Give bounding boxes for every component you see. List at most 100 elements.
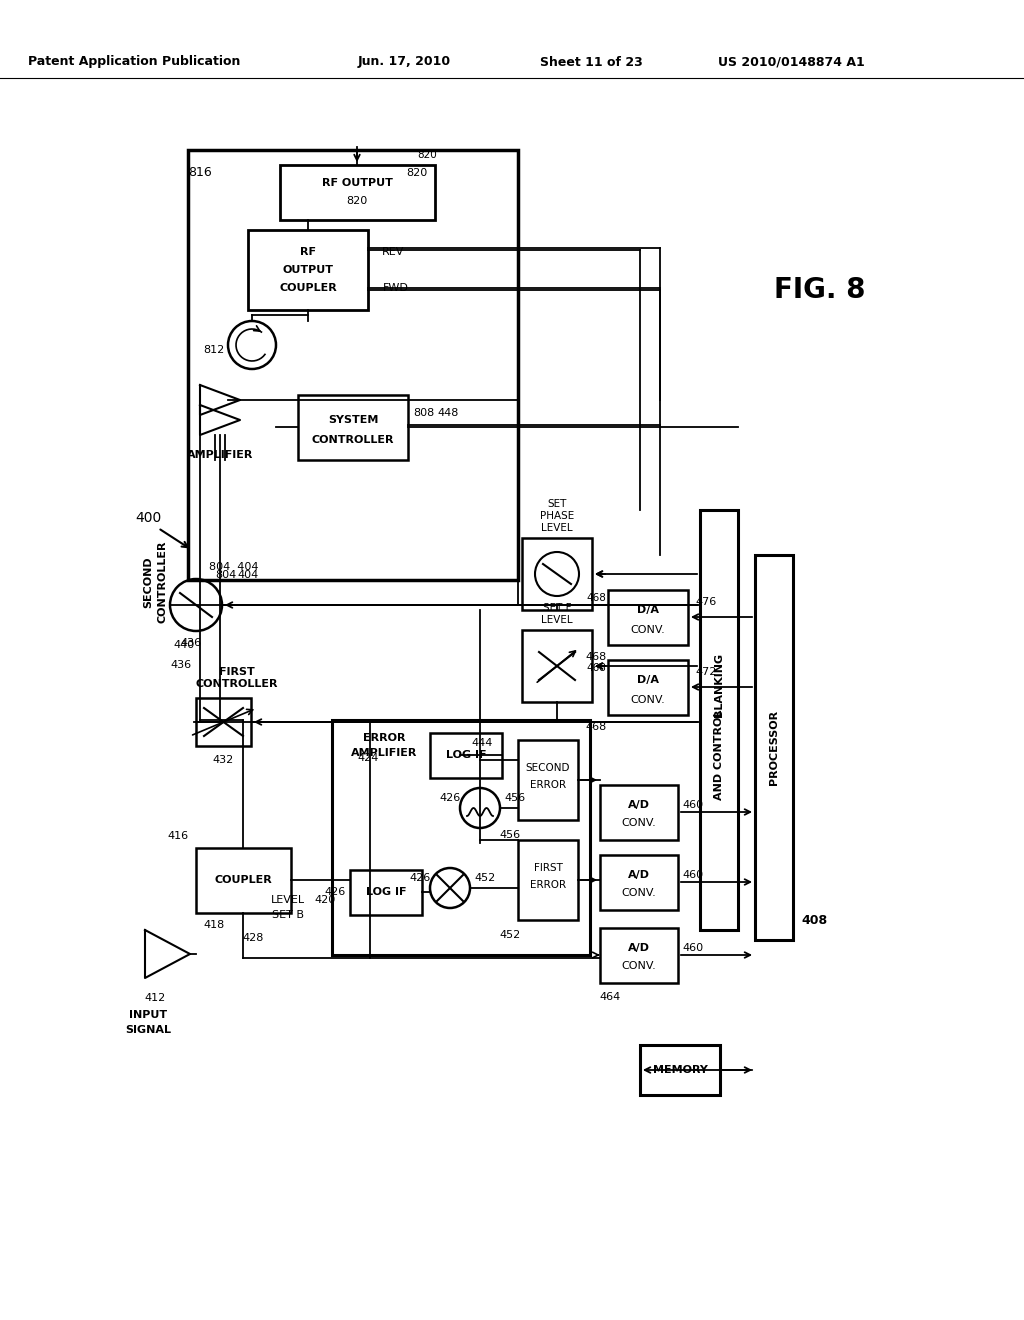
Text: 416: 416 <box>168 832 188 841</box>
Text: LEVEL: LEVEL <box>542 523 572 533</box>
Text: INPUT: INPUT <box>129 1010 167 1020</box>
Text: COUPLER: COUPLER <box>214 875 272 884</box>
Text: D/A: D/A <box>637 605 659 615</box>
Text: 428: 428 <box>243 933 264 942</box>
Bar <box>700 510 738 931</box>
Text: AMPLIFIER: AMPLIFIER <box>186 450 253 459</box>
Text: REV: REV <box>382 247 404 257</box>
Text: 408: 408 <box>802 913 828 927</box>
Text: CONV.: CONV. <box>622 961 656 972</box>
Text: LOG IF: LOG IF <box>366 887 407 898</box>
Text: 448: 448 <box>437 408 459 418</box>
Text: CONTROLLER: CONTROLLER <box>196 678 279 689</box>
Text: SET: SET <box>547 499 566 510</box>
Text: LEVEL: LEVEL <box>542 615 572 624</box>
Text: CONV.: CONV. <box>622 888 656 898</box>
Text: BLANKING: BLANKING <box>714 653 724 717</box>
Text: AND CONTROL: AND CONTROL <box>714 710 724 800</box>
Text: 424: 424 <box>357 752 379 763</box>
Text: A/D: A/D <box>628 800 650 810</box>
Text: 432: 432 <box>212 755 233 766</box>
Text: 812: 812 <box>204 345 224 355</box>
Text: D/A: D/A <box>637 675 659 685</box>
Text: ERROR: ERROR <box>362 733 406 743</box>
Bar <box>188 150 518 579</box>
Text: 468: 468 <box>586 663 606 673</box>
Bar <box>522 630 592 702</box>
Bar <box>248 230 368 310</box>
Text: LEVEL: LEVEL <box>271 895 305 906</box>
Bar <box>298 395 408 459</box>
Text: 426: 426 <box>410 873 431 883</box>
Text: Patent Application Publication: Patent Application Publication <box>28 55 241 69</box>
Text: CONV.: CONV. <box>631 624 666 635</box>
Polygon shape <box>200 405 240 436</box>
Text: PROCESSOR: PROCESSOR <box>769 709 779 784</box>
Text: CONTROLLER: CONTROLLER <box>157 541 167 623</box>
Text: 808: 808 <box>414 408 434 418</box>
Text: 820: 820 <box>417 150 437 160</box>
Text: 444: 444 <box>471 738 493 748</box>
Text: FIRST: FIRST <box>534 863 562 873</box>
Text: 460: 460 <box>682 800 703 810</box>
Text: MEMORY: MEMORY <box>652 1065 708 1074</box>
Text: 426: 426 <box>439 793 461 803</box>
Text: COUPLER: COUPLER <box>280 282 337 293</box>
Polygon shape <box>200 385 240 414</box>
Text: 420: 420 <box>314 895 336 906</box>
Text: 456: 456 <box>500 830 520 840</box>
Text: SECOND: SECOND <box>143 556 153 607</box>
Text: AMPLIFIER: AMPLIFIER <box>351 748 417 758</box>
Bar <box>196 698 251 746</box>
Text: 426: 426 <box>325 887 346 898</box>
Text: FIRST: FIRST <box>219 667 255 677</box>
Bar <box>600 928 678 983</box>
Text: Jun. 17, 2010: Jun. 17, 2010 <box>358 55 452 69</box>
Text: US 2010/0148874 A1: US 2010/0148874 A1 <box>718 55 864 69</box>
Text: 820: 820 <box>346 195 368 206</box>
Text: SET B: SET B <box>272 909 304 920</box>
Text: 436: 436 <box>170 660 191 671</box>
Bar <box>430 733 502 777</box>
Text: 418: 418 <box>204 920 224 931</box>
Text: 404: 404 <box>238 570 259 579</box>
Text: CONV.: CONV. <box>622 818 656 828</box>
Text: 820: 820 <box>407 168 428 178</box>
Bar <box>332 719 590 954</box>
Text: OUTPUT: OUTPUT <box>283 265 334 275</box>
Text: ERROR: ERROR <box>530 780 566 789</box>
Bar <box>600 785 678 840</box>
Text: CONV.: CONV. <box>631 696 666 705</box>
Bar <box>608 660 688 715</box>
Text: 436: 436 <box>180 638 202 648</box>
Text: SIGNAL: SIGNAL <box>125 1026 171 1035</box>
Text: A/D: A/D <box>628 942 650 953</box>
Text: 804: 804 <box>215 570 237 579</box>
Text: CONTROLLER: CONTROLLER <box>311 436 394 445</box>
Text: RF: RF <box>300 247 316 257</box>
Text: 468: 468 <box>586 593 606 603</box>
Text: 452: 452 <box>474 873 496 883</box>
Text: 468: 468 <box>586 722 606 733</box>
Text: LOG IF: LOG IF <box>445 750 486 760</box>
Text: Sheet 11 of 23: Sheet 11 of 23 <box>540 55 643 69</box>
Text: A/D: A/D <box>628 870 650 880</box>
Bar <box>350 870 422 915</box>
Text: 460: 460 <box>682 870 703 880</box>
Text: 472: 472 <box>695 667 717 677</box>
Text: 440: 440 <box>173 640 195 649</box>
Bar <box>608 590 688 645</box>
Text: 456: 456 <box>505 793 525 803</box>
Bar <box>196 847 291 913</box>
Text: 804  404: 804 404 <box>209 562 259 572</box>
Bar <box>518 840 578 920</box>
Bar <box>600 855 678 909</box>
Text: 460: 460 <box>682 942 703 953</box>
Text: PHASE: PHASE <box>540 511 574 521</box>
Bar <box>755 554 793 940</box>
Text: SECOND: SECOND <box>525 763 570 774</box>
Text: 816: 816 <box>188 165 212 178</box>
Text: FWD: FWD <box>383 282 409 293</box>
Text: SYSTEM: SYSTEM <box>328 414 378 425</box>
Text: SET F: SET F <box>543 603 571 612</box>
